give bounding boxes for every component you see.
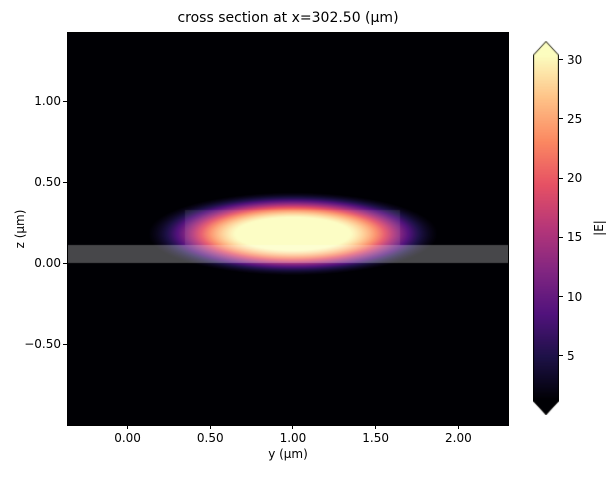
colorbar-canvas bbox=[533, 41, 559, 415]
x-tick-label: 0.00 bbox=[114, 431, 141, 445]
x-tick-label: 0.50 bbox=[196, 431, 224, 445]
colorbar-tick-label: 5 bbox=[567, 348, 575, 363]
colorbar-tick-label: 25 bbox=[567, 111, 583, 126]
y-tick-label: 0.00 bbox=[34, 256, 61, 271]
heatmap-canvas bbox=[68, 33, 508, 425]
y-tick-mark bbox=[63, 343, 67, 345]
colorbar-tick-mark bbox=[559, 177, 563, 179]
y-tick-mark bbox=[63, 181, 67, 183]
colorbar-tick-label: 30 bbox=[567, 52, 583, 67]
colorbar-label: |E| bbox=[592, 220, 606, 236]
x-tick-label: 2.00 bbox=[445, 431, 472, 445]
y-tick-mark bbox=[63, 100, 67, 102]
x-tick-label: 1.50 bbox=[362, 431, 390, 445]
y-tick-label: 1.00 bbox=[34, 94, 61, 109]
colorbar-tick-label: 15 bbox=[567, 230, 583, 245]
colorbar-tick-mark bbox=[559, 355, 563, 357]
plot-title: cross section at x=302.50 (μm) bbox=[177, 10, 399, 26]
colorbar-tick-mark bbox=[559, 236, 563, 238]
x-tick-mark bbox=[292, 425, 294, 429]
y-tick-label: 0.50 bbox=[34, 175, 61, 190]
x-tick-mark bbox=[209, 425, 211, 429]
y-tick-mark bbox=[63, 262, 67, 264]
colorbar-tick-mark bbox=[559, 118, 563, 120]
y-tick-label: −0.50 bbox=[24, 337, 61, 351]
y-axis-label: z (μm) bbox=[13, 209, 27, 249]
x-tick-label: 1.00 bbox=[279, 431, 307, 445]
x-tick-mark bbox=[457, 425, 459, 429]
x-tick-mark bbox=[127, 425, 129, 429]
colorbar-tick-mark bbox=[559, 296, 563, 298]
colorbar-tick-label: 10 bbox=[567, 289, 583, 304]
colorbar-tick-mark bbox=[559, 59, 563, 61]
x-tick-mark bbox=[375, 425, 377, 429]
colorbar-tick-label: 20 bbox=[567, 171, 583, 186]
x-axis-label: y (μm) bbox=[268, 447, 308, 461]
